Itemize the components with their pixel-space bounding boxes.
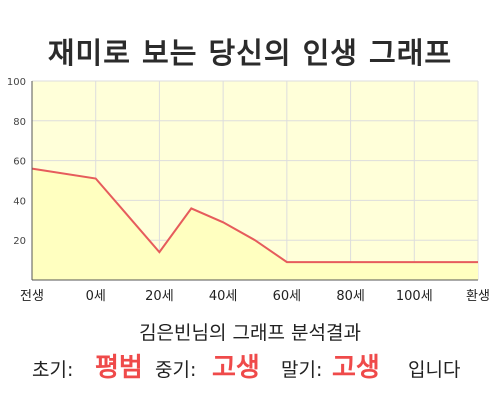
result-suffix: 입니다 bbox=[408, 359, 461, 381]
mid-value: 고생 bbox=[212, 353, 260, 383]
mid-label: 중기: bbox=[155, 359, 197, 381]
x-tick-label: 환생 bbox=[466, 289, 490, 304]
x-tick-label: 80세 bbox=[336, 289, 365, 304]
late-label: 말기: bbox=[281, 359, 323, 381]
x-tick-label: 40세 bbox=[209, 289, 238, 304]
x-tick-label: 20세 bbox=[145, 289, 174, 304]
y-tick-label: 60 bbox=[13, 157, 26, 168]
late-value: 고생 bbox=[332, 353, 380, 383]
life-graph-chart: 20 40 60 80 100 전생 0세 20세 40세 60세 80세 100세 환생 bbox=[7, 77, 490, 304]
early-value: 평범 bbox=[95, 353, 143, 383]
result-caption: 김은빈님의 그래프 분석결과 bbox=[139, 322, 361, 344]
series-area bbox=[32, 168, 478, 280]
early-label: 초기: bbox=[32, 359, 74, 381]
x-tick-label: 60세 bbox=[273, 289, 302, 304]
y-tick-label: 100 bbox=[7, 77, 26, 88]
y-tick-label: 40 bbox=[13, 196, 26, 207]
x-tick-label: 100세 bbox=[396, 289, 433, 304]
y-tick-label: 20 bbox=[13, 236, 26, 247]
chart-title: 재미로 보는 당신의 인생 그래프 bbox=[47, 36, 453, 70]
series-line bbox=[31, 167, 478, 264]
x-tick-label: 0세 bbox=[86, 289, 106, 304]
x-tick-label: 전생 bbox=[20, 289, 44, 304]
result-line: 초기: 평범 중기: 고생 말기: 고생 입니다 bbox=[0, 347, 500, 383]
y-tick-label: 80 bbox=[13, 117, 26, 128]
